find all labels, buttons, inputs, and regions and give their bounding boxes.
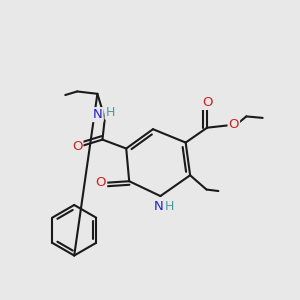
- Text: O: O: [72, 140, 83, 153]
- Text: O: O: [202, 96, 212, 109]
- Text: N: N: [93, 108, 103, 121]
- Text: O: O: [229, 118, 239, 131]
- Text: H: H: [165, 200, 174, 213]
- Text: N: N: [154, 200, 164, 213]
- Text: H: H: [106, 106, 115, 119]
- Text: O: O: [96, 176, 106, 189]
